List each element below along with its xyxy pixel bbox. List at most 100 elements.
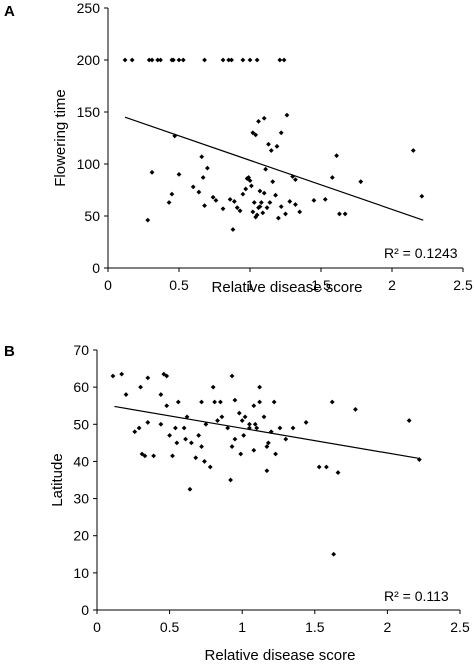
panel-b-x-ticks: 0 0.5 1 1.5 2 2.5 [93,610,470,635]
panel-b-data-point [181,425,187,431]
panel-b-x-tick-label: 0.5 [160,619,180,635]
panel-a-data-point [129,57,135,63]
panel-a-data-point [190,184,196,190]
panel-a-data-point [273,192,278,198]
panel-b-data-point [187,486,193,492]
panel-b-data-point [188,440,194,446]
panel-a-data-point [247,57,253,63]
panel-a-data-point [229,57,234,63]
panel-a-y-tick-label: 250 [77,0,101,16]
panel-b-data-point [331,551,337,557]
panel-b-data-point [202,459,207,464]
panel-b-data-point [324,464,329,470]
panel-a-data-point [237,208,243,214]
panel-a-data-point [205,165,210,171]
panel-a-data-point [226,57,232,63]
panel-a-x-tick-label: 2 [388,277,396,293]
panel-b-data-point [303,420,309,425]
panel-a-data-point [210,194,216,200]
panel-a-data-point [180,57,186,63]
panel-a-data-point [250,209,256,215]
panel-a-data-point [256,118,261,124]
panel-b-data-point [251,447,257,453]
panel-b-data-point [174,440,180,446]
panel-b-data-point [257,399,263,405]
panel-a-data-point [410,148,416,153]
panel-b-data-point [123,392,129,397]
panel-b-data-point [151,453,157,459]
panel-b-x-tick-label: 1 [238,619,246,635]
panel-b-data-point [219,414,225,420]
panel-b-data-point [283,436,289,442]
panel-b-data-point [164,403,170,409]
panel-a-data-point [261,115,267,121]
panel-b-y-tick-label: 20 [73,528,89,544]
panel-b-x-tick-label: 2 [384,619,392,635]
panel-a-data-point [277,57,283,63]
panel-a-y-ticks: 0 50 100 150 200 250 [77,0,108,276]
panel-b-y-label: Latitude [49,453,66,506]
panel-b-data-point [175,399,181,405]
panel-a-data-point [176,172,182,177]
panel-a-data-point [276,215,281,221]
panel-a-trendline [124,116,424,221]
panel-a-data-point [247,178,253,184]
panel-b-data-point [183,436,188,442]
panel-a-data-point [266,141,271,147]
panel-a-letter: A [4,3,15,20]
panel-b-data-point [158,421,164,427]
panel-a-data-point [253,132,259,138]
panel-b-data-point [170,453,175,459]
panel-a-data-point [202,203,207,208]
panel-a-r2: R² = 0.1243 [384,245,458,261]
panel-a-data-point [278,130,284,136]
panel-a-data-point [268,148,274,153]
panel-a-data-point [220,57,226,63]
panel-b-data-point [136,425,142,431]
panel-a-data-point [146,57,152,63]
panel-b-data-point [215,418,220,423]
panel-b-data-point [252,421,258,427]
panel-b-data-point [193,455,199,461]
panel-b-data-point [139,451,145,457]
panel-b-data-point [251,403,257,409]
panel-b-data-point [335,470,341,475]
panel-a-data-point [243,186,249,192]
panel-a-x-tick-label: 0.5 [169,277,189,293]
panel-b-y-tick-label: 60 [73,379,89,395]
panel-a-x-tick-label: 1 [246,277,254,293]
panel-a-data-point [258,200,264,205]
panel-b-data-point [257,384,263,390]
panel-a-points [122,57,425,232]
panel-a-data-point [329,175,335,180]
panel-a-data-point [202,57,207,63]
panel-a-data-point [278,204,284,210]
panel-b-y-ticks: 0 10 20 30 40 50 60 70 [73,342,97,618]
panel-b-data-point [242,414,248,420]
panel-b-data-point [212,399,218,405]
panel-a-data-point [200,175,206,180]
panel-b-data-point [218,399,223,405]
panel-a-data-point [297,209,303,215]
panel-a-data-point [249,183,254,189]
panel-b-y-tick-label: 50 [73,416,89,432]
panel-a-data-point [251,200,257,205]
panel-a-data-point [169,191,175,197]
panel-b-x-label: Relative disease score [205,647,356,664]
panel-b-data-point [232,397,238,403]
panel-b-data-point [164,373,170,379]
panel-a-x-tick-label: 1.5 [311,277,331,293]
panel-a-data-point [337,211,342,217]
panel-b-data-point [110,373,116,379]
panel-b-data-point [229,373,235,379]
panel-b-x-tick-label: 2.5 [450,619,470,635]
panel-a-data-point [234,205,240,211]
panel-a-y-tick-label: 0 [92,260,100,276]
panel-a-data-point [263,166,269,172]
panel-a-data-point [284,112,290,118]
panel-a-data-point [149,57,155,63]
panel-a-data-point [293,202,298,207]
panel-b-y-tick-label: 30 [73,491,89,507]
panel-a-data-point [122,57,128,63]
panel-b-y-tick-label: 70 [73,342,89,358]
